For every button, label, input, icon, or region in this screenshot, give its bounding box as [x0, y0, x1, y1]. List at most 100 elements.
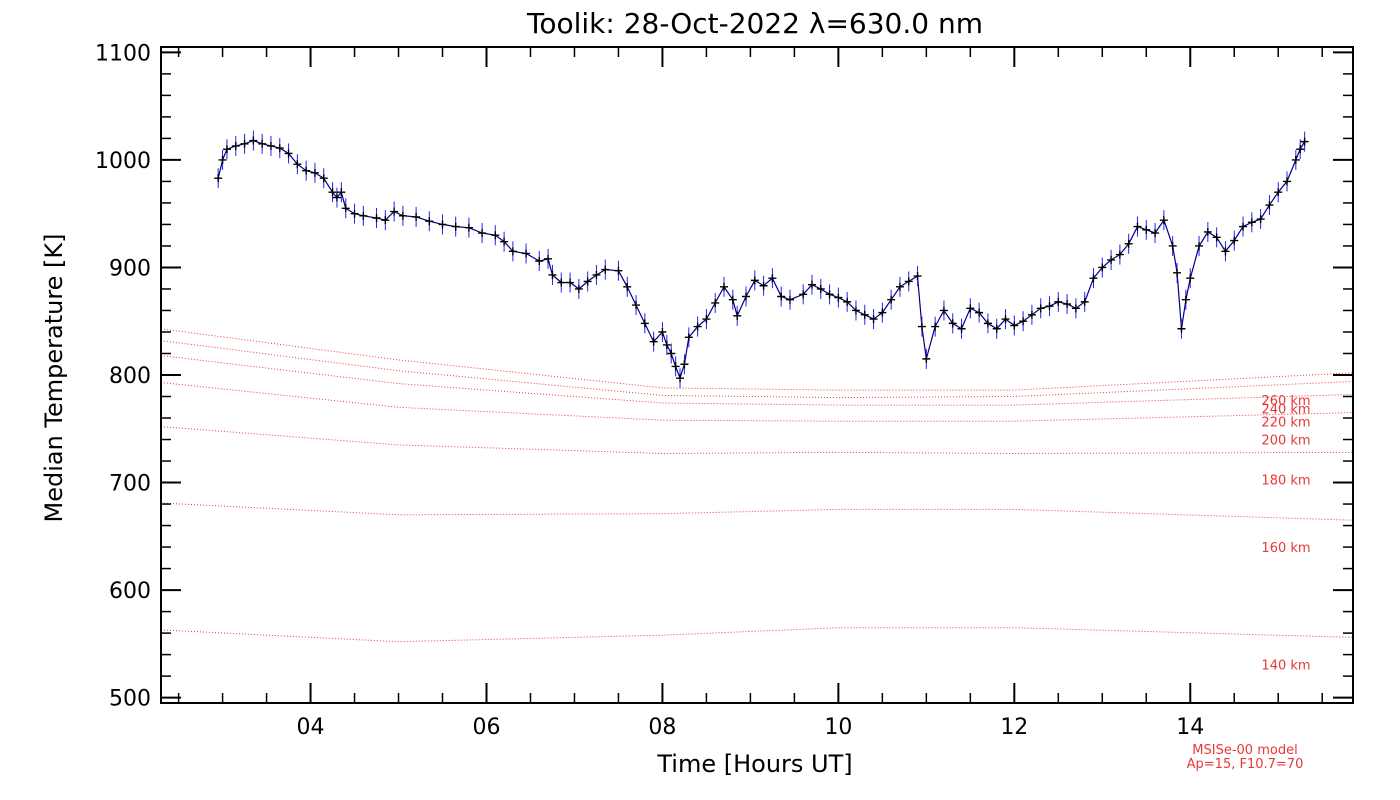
y-tick-label: 700: [109, 472, 151, 497]
data-point: [816, 284, 825, 293]
data-point: [1256, 215, 1265, 224]
data-point: [557, 278, 566, 287]
data-point: [680, 360, 689, 369]
data-point: [478, 229, 487, 238]
data-point: [1089, 274, 1098, 283]
data-point: [1071, 304, 1080, 313]
y-tick-label: 600: [109, 579, 151, 604]
data-point: [777, 292, 786, 301]
data-point: [522, 249, 531, 258]
data-point: [1300, 137, 1309, 146]
data-point: [359, 211, 368, 220]
data-point: [733, 311, 742, 320]
data-point: [500, 237, 509, 246]
data-point: [372, 213, 381, 222]
data-point: [332, 193, 341, 202]
data-point: [750, 276, 759, 285]
data-point: [1296, 145, 1305, 154]
data-point: [676, 374, 685, 383]
data-point: [548, 270, 557, 279]
x-tick-label: 06: [472, 715, 500, 740]
data-point: [860, 310, 869, 319]
data-point: [966, 304, 975, 313]
data-point: [592, 270, 601, 279]
x-tick-label: 04: [297, 715, 325, 740]
model-curve-180-km: [160, 426, 1354, 455]
data-point: [878, 308, 887, 317]
data-point: [390, 207, 399, 216]
data-point: [1177, 324, 1186, 333]
data-point: [438, 220, 447, 229]
data-point: [1212, 233, 1221, 242]
model-curve-200-km: [160, 382, 1354, 422]
data-series: [214, 130, 1309, 389]
data-point: [222, 145, 231, 154]
data-point: [341, 204, 350, 213]
data-point: [825, 290, 834, 299]
data-point: [601, 265, 610, 274]
model-label-240-km: 240 km: [1261, 403, 1310, 418]
data-point: [913, 272, 922, 281]
data-point: [337, 188, 346, 197]
model-curve-260-km: [160, 328, 1354, 391]
data-point: [566, 278, 575, 287]
data-point: [851, 306, 860, 315]
series-line: [217, 139, 1306, 381]
data-point: [917, 322, 926, 331]
data-point: [684, 333, 693, 342]
data-point: [508, 247, 517, 256]
data-point: [1181, 295, 1190, 304]
plot-frame: [160, 46, 1354, 704]
data-point: [1010, 321, 1019, 330]
data-point: [1173, 268, 1182, 277]
data-point: [983, 319, 992, 328]
data-point: [574, 284, 583, 293]
data-point: [1159, 216, 1168, 225]
data-point: [759, 281, 768, 290]
model-label-260-km: 260 km: [1261, 394, 1310, 409]
data-point: [1001, 315, 1010, 324]
data-point: [640, 319, 649, 328]
data-point: [583, 277, 592, 286]
x-tick-label: 10: [824, 715, 852, 740]
data-point: [1203, 227, 1212, 236]
data-point: [948, 319, 957, 328]
data-point: [350, 209, 359, 218]
data-point: [904, 277, 913, 286]
data-point: [214, 174, 223, 183]
data-point: [266, 141, 275, 150]
x-axis-label: Time [Hours UT]: [656, 750, 852, 778]
data-point: [328, 188, 337, 197]
data-point: [491, 231, 500, 240]
data-point: [1054, 297, 1063, 306]
y-tick-label: 1000: [95, 149, 151, 174]
data-point: [1291, 155, 1300, 164]
data-point: [614, 266, 623, 275]
data-point: [412, 212, 421, 221]
data-point: [992, 324, 1001, 333]
model-label-140-km: 140 km: [1261, 658, 1310, 673]
model-label-160-km: 160 km: [1261, 541, 1310, 556]
data-point: [957, 324, 966, 333]
data-point: [1151, 229, 1160, 238]
data-point: [258, 139, 267, 148]
y-tick-label: 1100: [95, 41, 151, 66]
x-tick-label: 12: [1000, 715, 1028, 740]
data-point: [275, 144, 284, 153]
data-point: [702, 315, 711, 324]
data-point: [887, 295, 896, 304]
data-point: [398, 211, 407, 220]
data-point: [667, 349, 676, 358]
data-point: [218, 155, 227, 164]
data-point: [231, 141, 240, 150]
data-point: [1107, 255, 1116, 264]
data-point: [1142, 225, 1151, 234]
data-point: [451, 222, 460, 231]
data-point: [1239, 222, 1248, 231]
data-point: [381, 216, 390, 225]
data-point: [939, 306, 948, 315]
data-point: [1098, 263, 1107, 272]
axes: 500 600 700 800 900 1000 1100 04 06 08 10 12 14: [95, 41, 1354, 740]
data-point: [662, 340, 671, 349]
